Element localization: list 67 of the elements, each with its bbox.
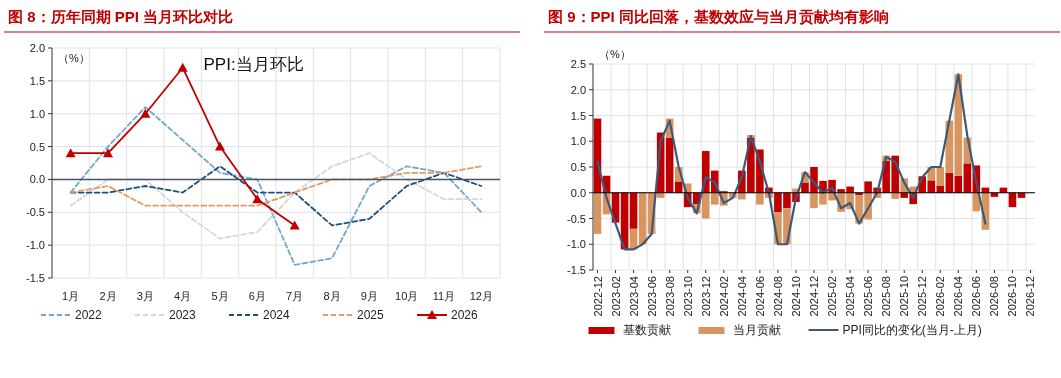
y-tick-label: 1.5 — [29, 74, 45, 87]
x-tick-label: 2024-12 — [808, 276, 820, 317]
x-tick-label: 2026-06 — [970, 276, 983, 317]
x-tick-label: 2025-06 — [862, 276, 875, 317]
y-tick-label: 2.5 — [570, 58, 586, 70]
x-tick-label: 2026-02 — [934, 276, 947, 317]
y-tick-label: -0.5 — [567, 212, 586, 225]
legend-label: 2023 — [169, 308, 197, 322]
y-tick-label: 1.5 — [570, 109, 586, 122]
x-tick-label: 5月 — [211, 290, 229, 302]
legend-label: 当月贡献 — [732, 323, 781, 337]
x-tick-label: 2023-02 — [609, 276, 622, 317]
x-tick-label: 2025-10 — [898, 276, 911, 317]
x-tick-label: 8月 — [323, 290, 341, 302]
x-tick-label: 2026-12 — [1024, 276, 1037, 317]
x-tick-label: 2024-06 — [753, 276, 766, 317]
x-tick-label: 2023-08 — [663, 276, 676, 317]
x-tick-label: 2025-02 — [826, 276, 839, 317]
x-tick-label: 4月 — [174, 290, 192, 302]
x-tick-label: 2024-04 — [735, 276, 748, 317]
y-tick-label: 0.5 — [29, 140, 45, 153]
legend-label: PPI同比的变化(当月-上月) — [842, 323, 982, 337]
y-tick-label: 0.0 — [29, 173, 45, 186]
x-tick-label: 2024-10 — [789, 276, 802, 317]
y-axis-title: （%） — [599, 48, 631, 60]
x-tick-label: 2026-10 — [1006, 276, 1019, 317]
x-tick-label: 2月 — [99, 290, 117, 302]
x-tick-label: 6月 — [248, 290, 266, 302]
legend-label: 2024 — [263, 308, 291, 322]
chart-title: 图 8：历年同期 PPI 当月环比对比 — [8, 8, 234, 25]
y-tick-label: 0.0 — [570, 186, 586, 199]
x-tick-label: 12月 — [469, 290, 493, 302]
x-tick-label: 1月 — [62, 290, 80, 302]
legend-label: 2022 — [75, 308, 103, 322]
x-tick-label: 2026-08 — [988, 276, 1001, 317]
y-tick-label: -1.0 — [26, 239, 45, 252]
y-tick-label: -0.5 — [26, 206, 45, 219]
x-tick-label: 2022-12 — [591, 276, 604, 317]
x-tick-label: 9月 — [360, 290, 378, 302]
x-tick-label: 3月 — [136, 290, 154, 302]
x-tick-label: 11月 — [432, 290, 456, 302]
y-tick-label: -1.5 — [567, 264, 586, 276]
x-tick-label: 2023-12 — [699, 276, 712, 317]
x-tick-label: 2023-10 — [681, 276, 694, 317]
x-tick-label: 2023-04 — [627, 276, 640, 317]
legend-label: 基数贡献 — [622, 323, 671, 337]
x-tick-label: 2026-04 — [952, 276, 965, 317]
x-tick-label: 2024-02 — [717, 276, 730, 317]
y-tick-label: 2.0 — [29, 42, 45, 54]
y-tick-label: 0.5 — [570, 161, 586, 173]
x-tick-label: 2023-06 — [645, 276, 658, 317]
y-tick-label: 2.0 — [570, 83, 586, 96]
x-tick-label: 2025-08 — [880, 276, 893, 317]
y-axis-title: （%） — [58, 52, 90, 64]
legend-label: 2025 — [357, 308, 385, 322]
y-tick-label: 1.0 — [29, 107, 45, 120]
x-tick-label: 7月 — [286, 290, 304, 302]
x-tick-label: 2024-08 — [771, 276, 784, 317]
y-tick-label: -1.5 — [26, 272, 45, 284]
legend-label: 2026 — [451, 308, 479, 322]
chart-title: 图 9：PPI 同比回落，基数效应与当月贡献均有影响 — [548, 8, 889, 26]
annotation: PPI:当月环比 — [203, 55, 304, 74]
y-tick-label: 1.0 — [570, 135, 586, 148]
x-tick-label: 2025-12 — [916, 276, 929, 317]
x-tick-label: 2025-04 — [844, 276, 857, 317]
y-tick-label: -1.0 — [567, 238, 586, 251]
x-tick-label: 10月 — [395, 290, 419, 302]
